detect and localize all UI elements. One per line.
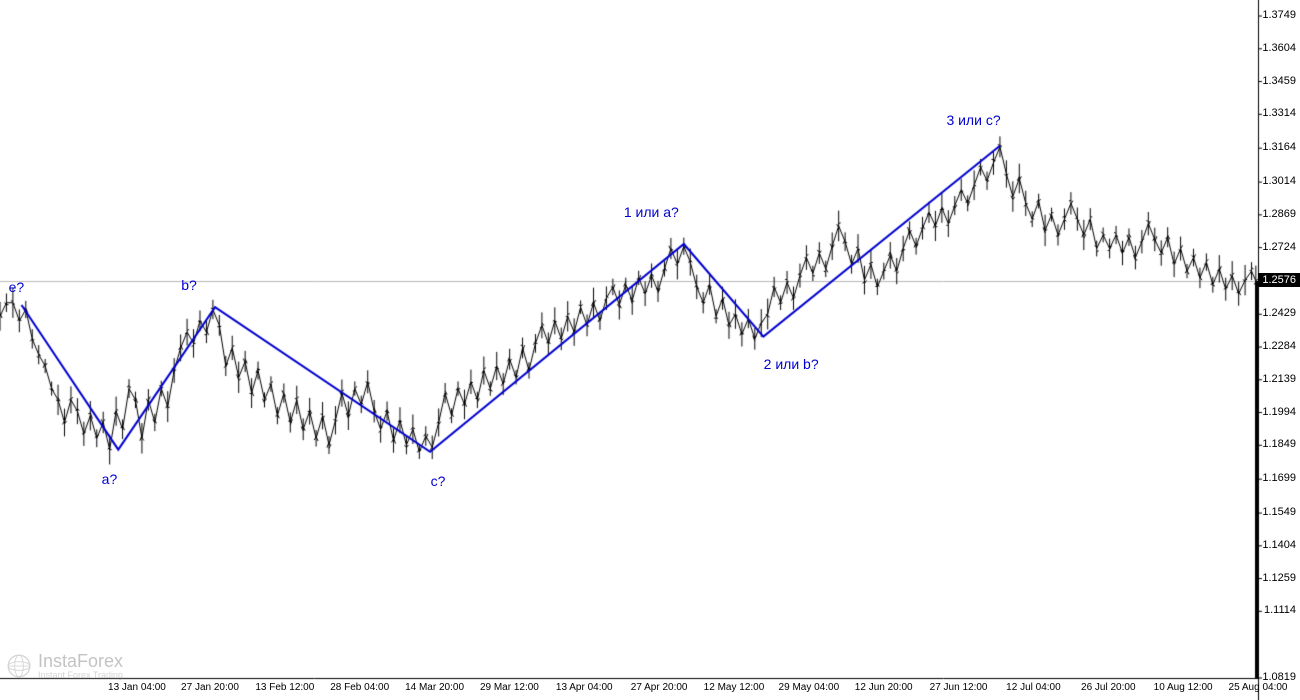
y-tick-label: 1.1994 (1262, 406, 1296, 418)
wave-label: 2 или b? (764, 356, 819, 372)
current-price-value: 1.2576 (1262, 274, 1296, 286)
y-tick-label: 1.2139 (1262, 373, 1296, 385)
chart-container: 1.3749 1.3604 1.3459 1.3314 1.3164 1.3014 1.28… (0, 0, 1300, 700)
y-tick-label: 1.2869 (1262, 208, 1296, 220)
y-tick-label: 1.1404 (1262, 539, 1296, 551)
current-price-flag: 1.2576 (1258, 273, 1300, 287)
x-tick-label: 27 Jun 12:00 (930, 682, 988, 693)
y-tick-label: 1.3459 (1262, 75, 1296, 87)
wave-label: b? (181, 277, 197, 293)
x-tick-label: 14 Mar 20:00 (405, 682, 464, 693)
y-tick-label: 1.2724 (1262, 241, 1296, 253)
x-tick-label: 10 Aug 12:00 (1154, 682, 1213, 693)
watermark: InstaForex Instant Forex Trading (6, 651, 123, 680)
wave-label: e? (9, 279, 25, 295)
x-tick-label: 25 Aug 04:00 (1229, 682, 1288, 693)
x-tick-label: 29 May 04:00 (779, 682, 840, 693)
x-tick-label: 13 Feb 12:00 (255, 682, 314, 693)
y-tick-label: 1.1699 (1262, 472, 1296, 484)
y-tick-label: 1.1849 (1262, 438, 1296, 450)
y-tick-label: 1.3014 (1262, 175, 1296, 187)
x-tick-label: 12 Jul 04:00 (1006, 682, 1061, 693)
y-tick-label: 1.1549 (1262, 506, 1296, 518)
x-tick-label: 27 Jan 20:00 (181, 682, 239, 693)
x-tick-label: 29 Mar 12:00 (480, 682, 539, 693)
x-tick-label: 12 May 12:00 (704, 682, 765, 693)
y-tick-label: 1.1259 (1262, 572, 1296, 584)
price-chart-canvas (0, 0, 1300, 700)
x-tick-label: 13 Jan 04:00 (108, 682, 166, 693)
x-tick-label: 26 Jul 20:00 (1081, 682, 1136, 693)
y-tick-label: 1.3749 (1262, 9, 1296, 21)
watermark-brand: InstaForex (38, 651, 123, 671)
watermark-sub: Instant Forex Trading (38, 670, 123, 680)
wave-label: 3 или c? (946, 112, 1000, 128)
y-tick-label: 1.1114 (1264, 604, 1296, 616)
x-tick-label: 13 Apr 04:00 (556, 682, 613, 693)
x-tick-label: 27 Apr 20:00 (631, 682, 688, 693)
wave-label: a? (102, 471, 118, 487)
wave-label: 1 или a? (624, 204, 679, 220)
x-tick-label: 12 Jun 20:00 (855, 682, 913, 693)
x-tick-label: 28 Feb 04:00 (330, 682, 389, 693)
y-tick-label: 1.2284 (1262, 340, 1296, 352)
y-tick-label: 1.3604 (1262, 42, 1296, 54)
y-tick-label: 1.3314 (1262, 107, 1296, 119)
wave-label: c? (431, 473, 446, 489)
y-tick-label: 1.2429 (1262, 307, 1296, 319)
y-tick-label: 1.3164 (1262, 141, 1296, 153)
globe-icon (6, 653, 32, 679)
